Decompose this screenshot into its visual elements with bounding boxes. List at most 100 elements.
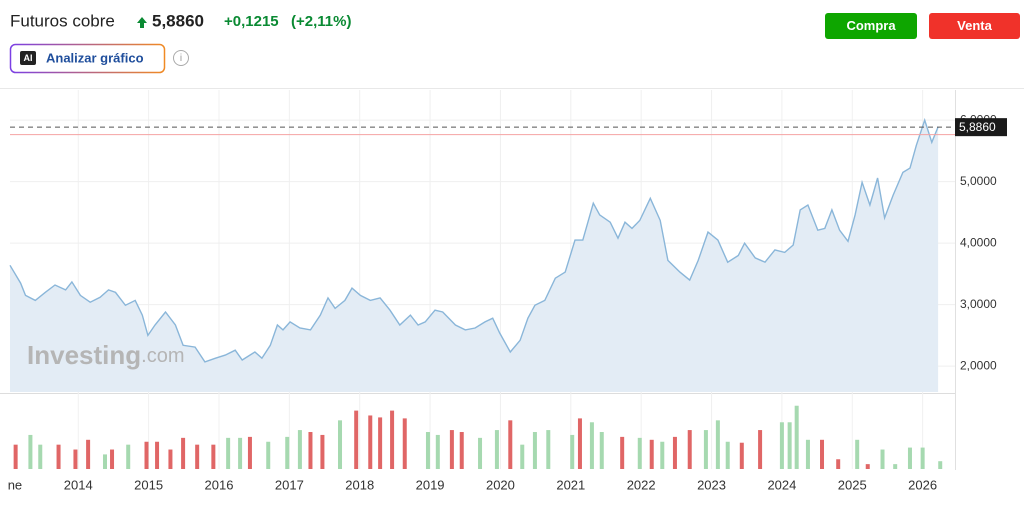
x-tick-label: 2021 (556, 477, 585, 492)
volume-bar (155, 441, 160, 469)
volume-bar (494, 430, 499, 469)
up-arrow (137, 17, 147, 28)
volume-bar (577, 418, 582, 469)
volume-bar (794, 405, 799, 469)
volume-bar (589, 422, 594, 469)
volume-bar (637, 437, 642, 469)
volume-bar (226, 437, 231, 469)
watermark-brand: Investing (27, 340, 141, 370)
volume-bar (368, 415, 373, 469)
volume-bar (390, 410, 395, 469)
price: 5,8860 (152, 11, 204, 30)
watermark-suffix: .com (141, 345, 184, 367)
volume-bar (144, 441, 149, 469)
volume-bar (715, 420, 720, 469)
volume-bar (508, 420, 513, 469)
volume-bar (402, 418, 407, 469)
volume-bar (285, 436, 290, 469)
info-icon[interactable] (173, 50, 189, 66)
volume-bar (660, 441, 665, 469)
axis-labels: ne 2014 2015 2016 2017 2018 2019 2020 2021 2022 20… (8, 112, 1007, 492)
info-icon-glyph: i (180, 53, 182, 64)
volume-bar (86, 439, 91, 469)
volume-bar (247, 436, 252, 469)
volume-bar (102, 454, 107, 469)
x-tick-label: ne (8, 477, 22, 492)
volume-bar (672, 436, 677, 469)
volume-bar (649, 439, 654, 469)
volume-bar (308, 432, 313, 469)
volume (13, 405, 943, 469)
volume-bar (758, 430, 763, 469)
volume-bar (168, 449, 173, 469)
volume-bar (181, 437, 186, 469)
y-tick-label: 4,0000 (960, 235, 997, 249)
volume-bar (378, 417, 383, 469)
x-tick-label: 2015 (134, 477, 163, 492)
volume-bar (820, 439, 825, 469)
watermark: Investing.com (27, 340, 184, 370)
volume-bar (687, 430, 692, 469)
volume-bar (73, 449, 78, 469)
volume-bar (599, 432, 604, 469)
x-tick-label: 2022 (627, 477, 656, 492)
sell-label[interactable]: Venta (957, 18, 992, 33)
volume-bar (725, 441, 730, 469)
volume-bar (211, 444, 216, 469)
ai-icon-label: AI (24, 53, 33, 63)
ai-icon (20, 51, 36, 65)
x-tick-label: 2020 (486, 477, 515, 492)
x-tick-label: 2016 (205, 477, 234, 492)
volume-bar (478, 437, 483, 469)
volume-bar (520, 444, 525, 469)
last-price-tag (955, 118, 1007, 137)
buy-label[interactable]: Compra (846, 18, 896, 33)
volume-bar (570, 434, 575, 469)
volume-bar (938, 461, 943, 469)
volume-bar (893, 464, 898, 469)
volume-bar (459, 432, 464, 469)
y-tick-label: 2,0000 (960, 358, 997, 372)
volume-bar (354, 410, 359, 469)
volume-bar (195, 444, 200, 469)
volume-bar (779, 422, 784, 469)
x-tick-label: 2018 (345, 477, 374, 492)
x-tick-label: 2017 (275, 477, 304, 492)
volume-bar (620, 436, 625, 469)
volume-bar (38, 444, 43, 469)
volume-bar (855, 439, 860, 469)
x-tick-label: 2024 (767, 477, 796, 492)
analyze-label[interactable]: Analizar gráfico (46, 50, 144, 65)
volume-bar (266, 441, 271, 469)
volume-bar (297, 430, 302, 469)
volume-bar (546, 430, 551, 469)
y-tick-label: 5,0000 (960, 174, 997, 188)
volume-bar (532, 432, 537, 469)
change: +0,1215 (224, 13, 279, 30)
plot: Investing.com (9, 117, 955, 392)
volume-bar (865, 464, 870, 469)
x-tick-label: 2019 (416, 477, 445, 492)
volume-bar (449, 430, 454, 469)
x-tick-label: 2014 (64, 477, 93, 492)
volume-bar (110, 449, 115, 469)
x-tick-label: 2026 (908, 477, 937, 492)
buy-button[interactable] (825, 13, 917, 39)
volume-bar (56, 444, 61, 469)
volume-bar (880, 449, 885, 469)
volume-bar (787, 422, 792, 469)
analyze-button[interactable] (9, 43, 166, 74)
volume-bar (836, 459, 841, 469)
volume-bar (238, 437, 243, 469)
price-line (9, 117, 939, 363)
area (10, 120, 939, 392)
volume-bar (13, 444, 18, 469)
volume-bar (907, 447, 912, 469)
volume-bar (126, 444, 131, 469)
last-price-label: 5,8860 (959, 120, 996, 134)
sell-button[interactable] (929, 13, 1020, 39)
volume-bar (338, 420, 343, 469)
x-tick-label: 2025 (838, 477, 867, 492)
